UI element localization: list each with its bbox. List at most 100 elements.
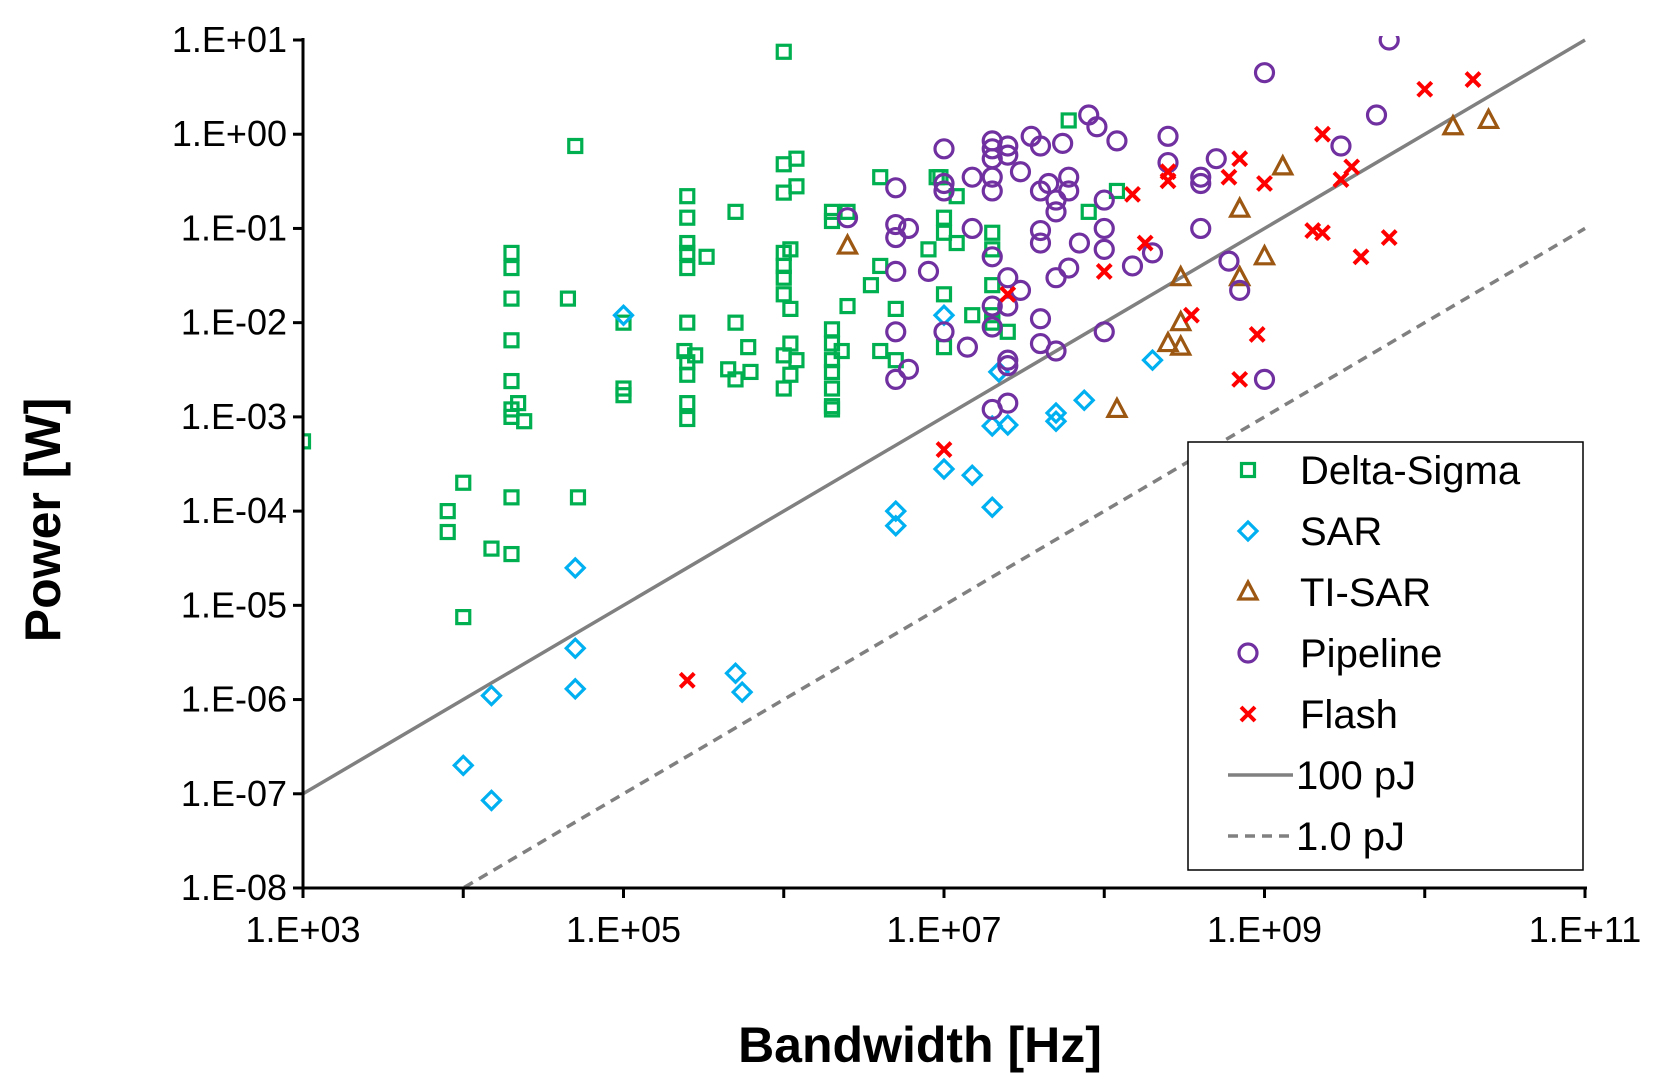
data-point [1093,321,1115,343]
data-point [615,314,632,331]
data-point [981,295,1003,317]
data-point [933,172,955,195]
data-point [948,234,965,252]
data-point [1093,189,1115,211]
y-tick-label: 1.E-02 [181,302,287,343]
data-point [1253,368,1276,390]
data-point [935,209,953,226]
data-point [1093,238,1115,260]
data-point [823,380,841,397]
data-point [1169,333,1193,356]
data-point [897,358,920,380]
data-point [1156,330,1180,353]
data-point [612,303,635,327]
data-point [1124,185,1141,203]
data-point [1044,409,1068,433]
data-point [1380,229,1398,246]
data-point [676,342,693,360]
data-point [1205,148,1227,170]
data-point [1058,166,1080,188]
data-point [997,392,1019,414]
data-point [1108,182,1126,200]
data-point [724,662,747,685]
data-point [981,246,1003,268]
data-point [1248,326,1266,343]
data-point [997,135,1019,157]
data-point [933,138,955,160]
x-tick-label: 1.E+11 [1529,909,1641,950]
data-point [835,232,860,255]
data-point [730,680,754,704]
data-point [740,339,757,356]
data-point [997,267,1019,289]
data-point [887,300,904,317]
data-point [1190,166,1212,188]
data-point [1157,151,1179,174]
x-axis-title: Bandwidth [Hz] [738,1017,1102,1073]
data-point [960,464,984,487]
data-point [1058,257,1080,279]
data-point [1476,107,1501,130]
data-point [615,387,632,404]
data-point [775,156,792,173]
data-point [687,347,704,364]
y-tick-label: 1.E-05 [181,584,287,625]
data-point [935,224,953,241]
data-point [833,342,850,360]
data-point [836,207,859,229]
axes: 1.E+01 1.E+00 1.E-01 1.E-02 1.E-03 1.E-04 1.E-… [172,19,1641,950]
data-point [480,789,503,812]
y-tick-label: 1.E+01 [172,19,287,60]
data-point [1141,348,1164,372]
data-point [1093,217,1115,240]
data-point [1352,248,1370,266]
data-point [1009,161,1032,183]
data-point [727,371,744,388]
data-point [503,332,520,349]
legend-marker [1237,642,1259,664]
data-point [559,290,577,307]
data-point [980,495,1004,519]
legend: Delta-Sigma SAR TI-SAR Pipeline Flash 100 pJ 1… [1187,441,1584,871]
data-point [932,457,956,481]
data-point [1228,195,1252,218]
data-point [1464,71,1482,89]
data-point [679,395,696,412]
data-point [1314,224,1331,242]
reference-line-1 [459,226,1586,888]
data-point [862,277,880,294]
data-point [782,300,799,317]
y-tick-label: 1.E-04 [181,490,287,531]
data-point [884,499,908,523]
data-point [679,366,696,383]
data-point [872,257,889,275]
data-point [933,180,955,202]
data-point [935,286,953,303]
data-point [984,277,1001,294]
data-point [1159,172,1177,190]
data-point [823,321,841,338]
data-point [1220,168,1238,186]
data-point [823,203,841,220]
data-point [935,339,953,356]
data-point [823,212,841,230]
data-point [997,144,1019,166]
series-pipeline [836,36,1400,421]
data-point [775,269,792,286]
data-point [563,637,587,660]
data-point [961,217,983,240]
legend-marker [1236,578,1260,601]
data-point [775,43,792,60]
legend-marker [1239,705,1257,723]
data-point [887,352,904,369]
data-point [961,166,983,188]
data-point [679,314,696,331]
data-point [503,372,520,390]
data-point [1157,125,1179,147]
data-point [1060,112,1077,129]
data-point [964,307,981,324]
data-point [1252,243,1277,266]
data-point [1183,306,1200,324]
data-point [788,178,805,195]
